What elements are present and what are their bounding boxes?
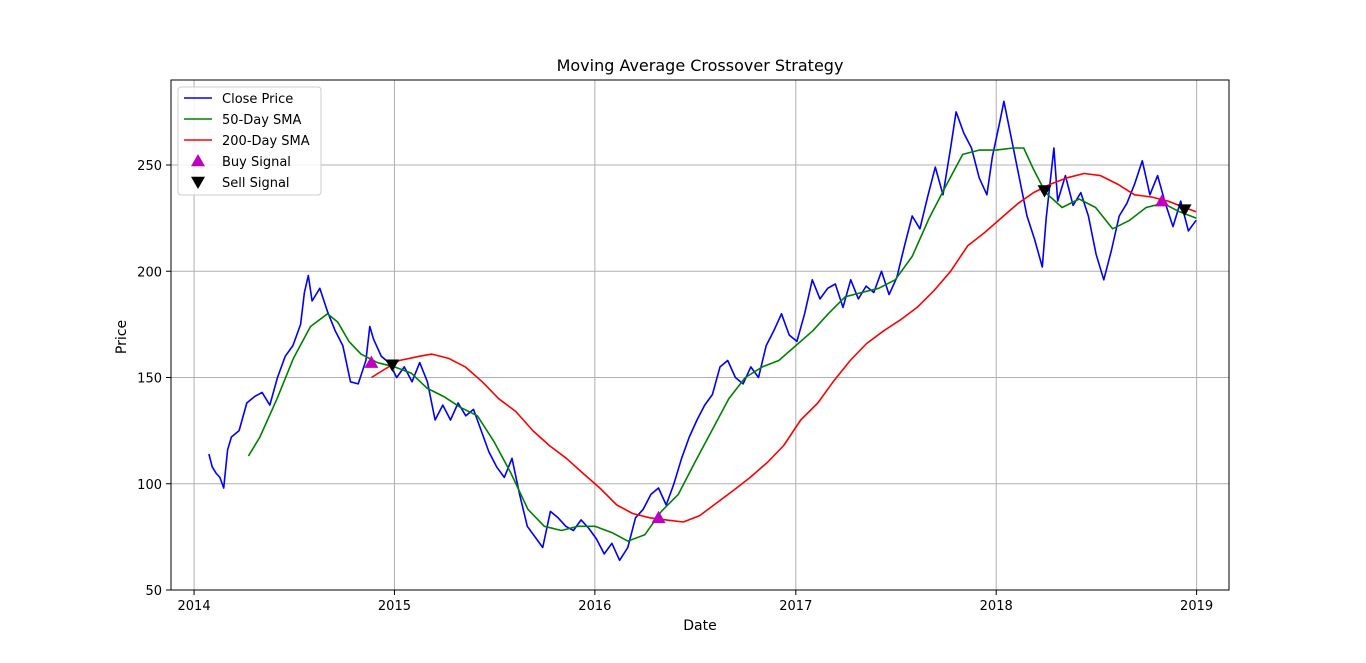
legend: Close Price 50-Day SMA 200-Day SMA Buy Sign… [177, 86, 322, 196]
legend-sma-50-label: 50-Day SMA [222, 113, 302, 128]
sell-signal-marker [385, 359, 400, 372]
close-price-line [208, 100, 1197, 562]
x-axis-label: Date [683, 618, 716, 634]
x-tick-label: 2015 [378, 599, 411, 614]
x-tick-label: 2019 [1180, 599, 1213, 614]
sma-50-line [247, 147, 1197, 542]
y-axis-label: Price [114, 320, 130, 354]
y-axis-ticks: 50 100 150 200 250 [137, 159, 171, 599]
signal-markers [364, 185, 1192, 523]
legend-sma-200-label: 200-Day SMA [222, 134, 310, 149]
x-tick-label: 2014 [178, 599, 211, 614]
y-tick-label: 200 [137, 265, 162, 280]
buy-signal-marker [364, 355, 379, 368]
legend-sell-signal-swatch [191, 176, 205, 189]
x-tick-label: 2016 [578, 599, 611, 614]
buy-signal-marker [1155, 194, 1170, 207]
legend-buy-signal-label: Buy Signal [222, 155, 291, 170]
legend-sell-signal-label: Sell Signal [222, 176, 290, 191]
legend-box [177, 86, 322, 196]
y-tick-label: 250 [137, 159, 162, 174]
series-layer [208, 100, 1197, 562]
legend-close-price-label: Close Price [222, 92, 293, 107]
x-axis-ticks: 2014 2015 2016 2017 2018 2019 [178, 590, 1213, 614]
chart-title: Moving Average Crossover Strategy [557, 56, 844, 75]
sma-200-line [370, 172, 1197, 523]
sell-signal-marker [1177, 204, 1192, 217]
sell-signal-marker [1037, 185, 1052, 198]
y-tick-label: 50 [145, 584, 162, 599]
y-tick-label: 100 [137, 478, 162, 493]
x-tick-label: 2018 [980, 599, 1013, 614]
buy-signal-marker [651, 510, 666, 523]
legend-buy-signal-swatch [191, 154, 205, 167]
grid-lines [171, 80, 1229, 591]
y-tick-label: 150 [137, 372, 162, 387]
x-tick-label: 2017 [779, 599, 812, 614]
plot-frame [170, 79, 1230, 591]
